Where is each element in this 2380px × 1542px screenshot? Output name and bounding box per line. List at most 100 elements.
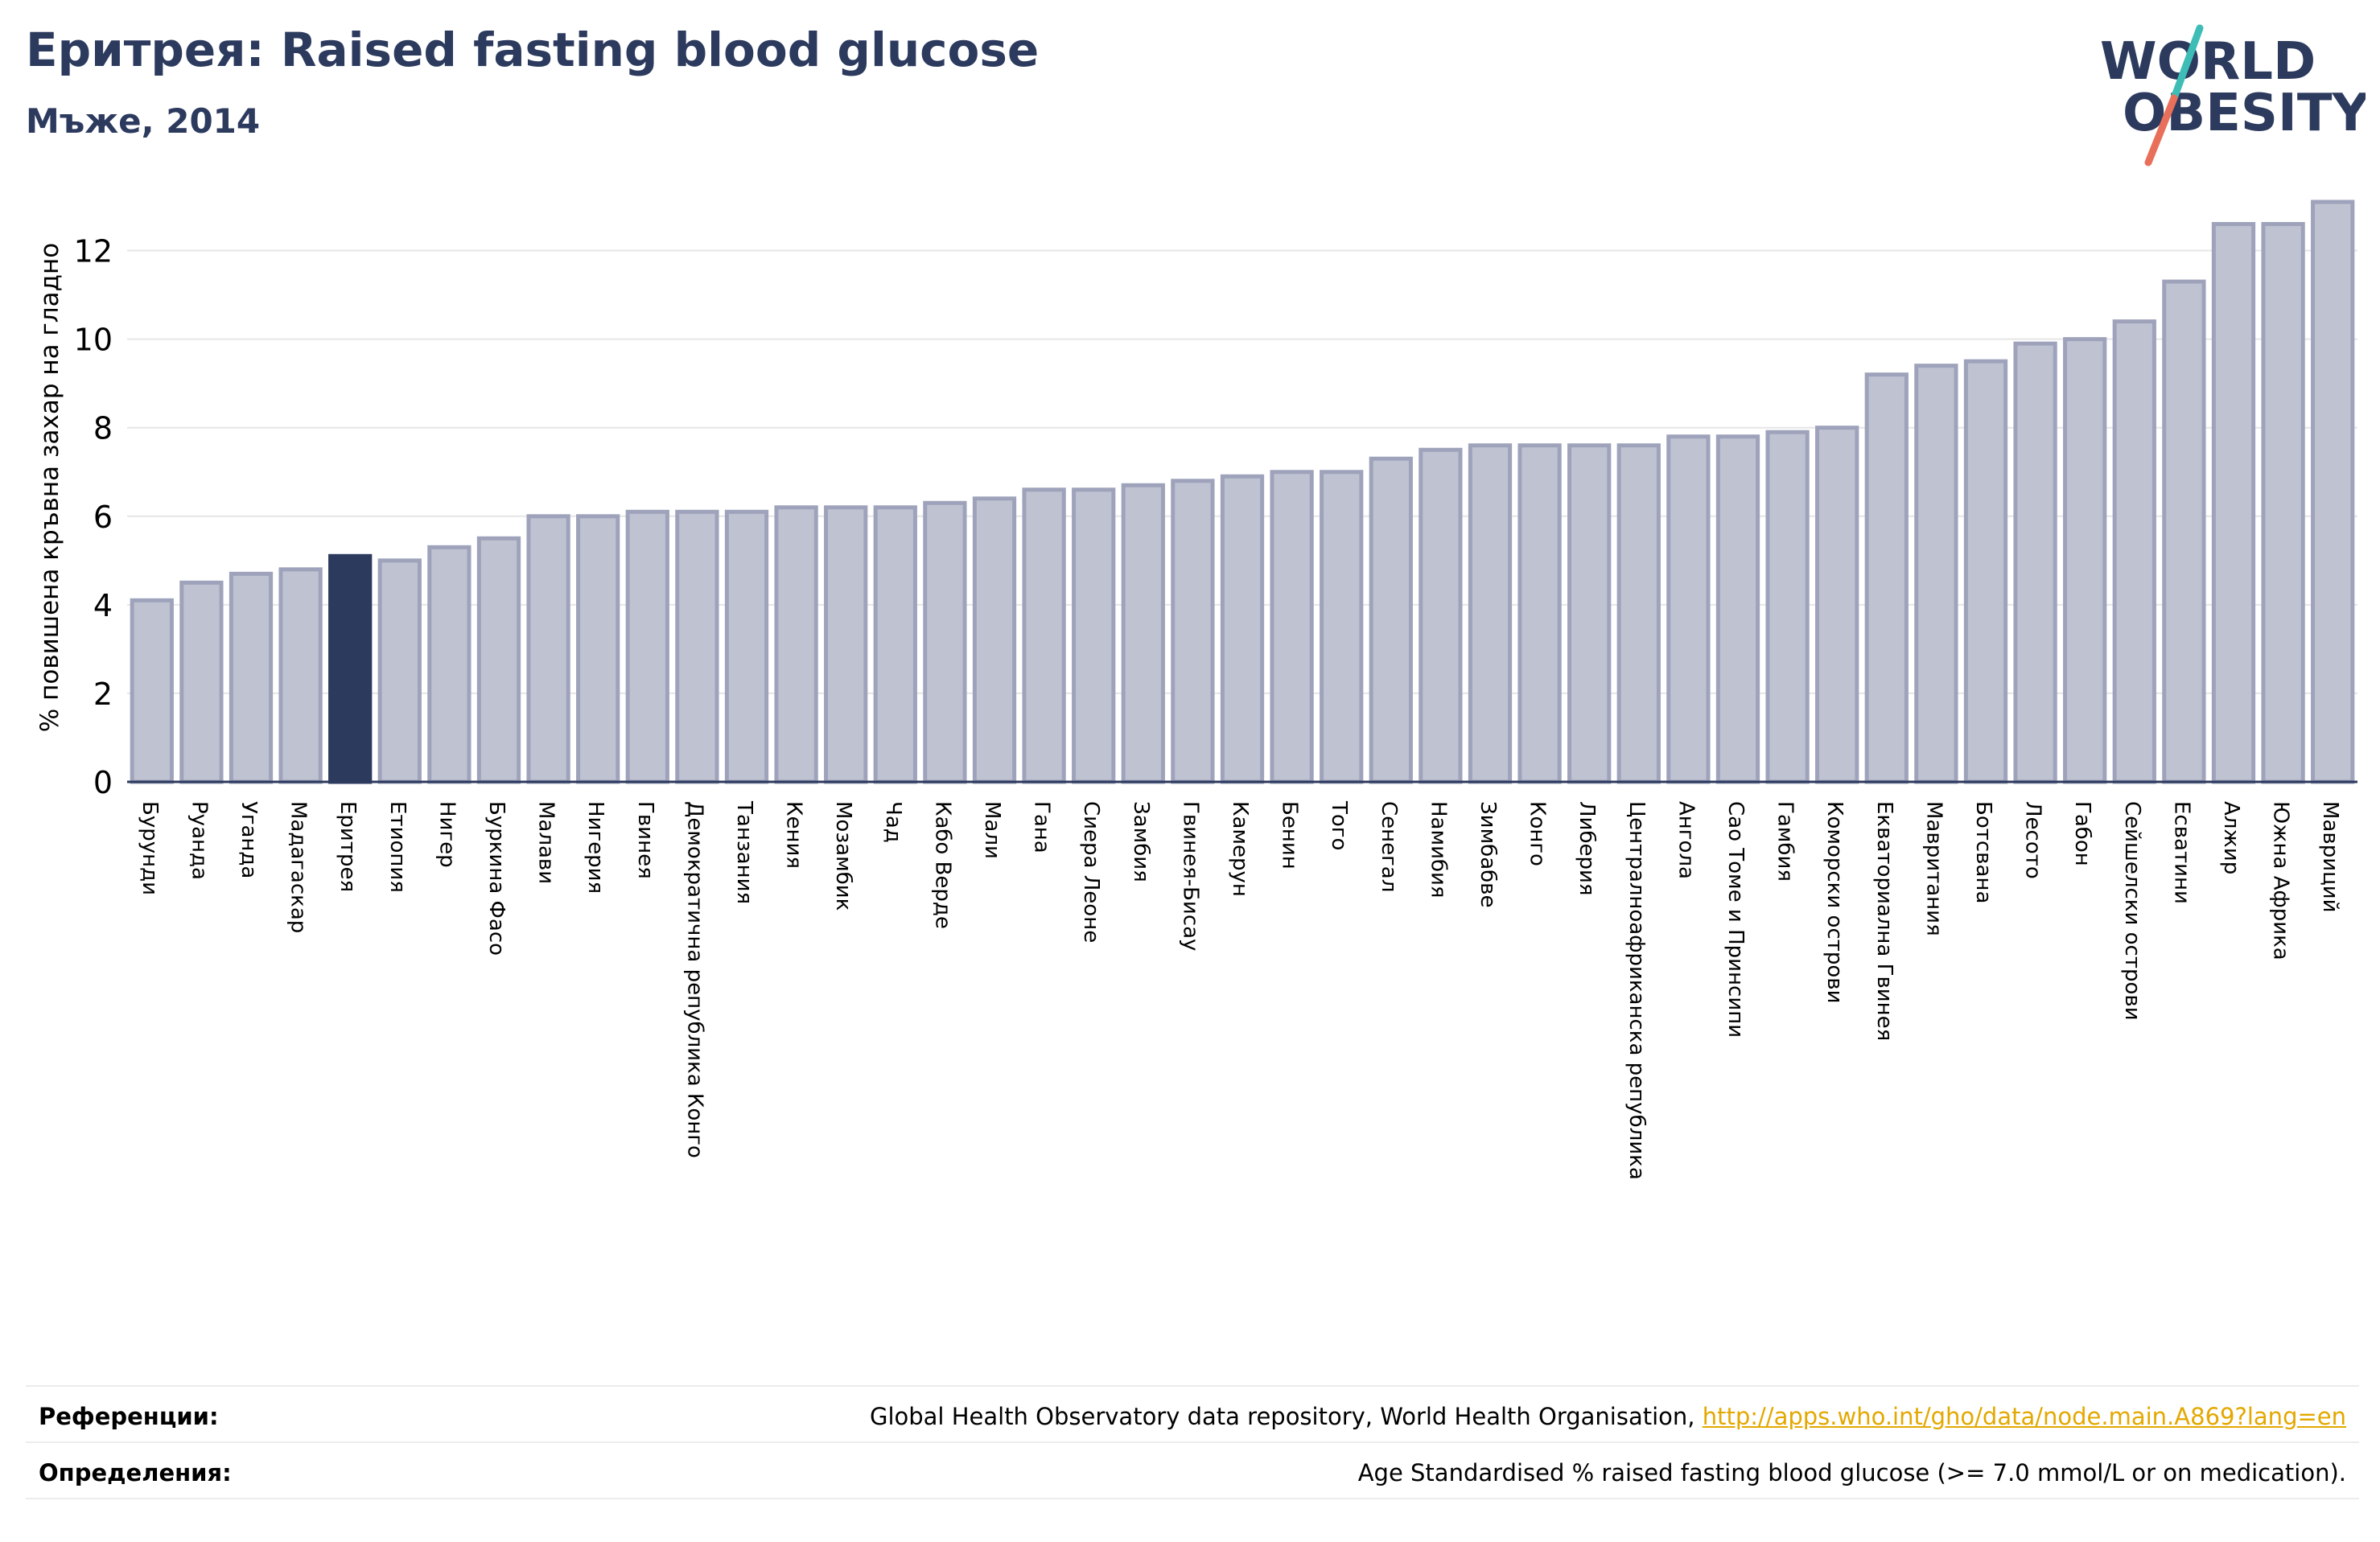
- bar: [2311, 199, 2355, 784]
- bar: [923, 500, 967, 784]
- x-tick-label: Руанда: [187, 801, 211, 880]
- world-obesity-logo: WORLD OBESITY: [2100, 24, 2366, 167]
- y-tick-label: 8: [93, 411, 113, 446]
- x-tick-label: Того: [1327, 800, 1351, 850]
- bar: [1567, 443, 1612, 784]
- bar: [1022, 487, 1066, 784]
- bar: [2162, 279, 2206, 784]
- x-tick-label: Либерия: [1575, 801, 1599, 896]
- x-tick-label: Буркина Фасо: [484, 801, 509, 956]
- definitions-text: Age Standardised % raised fasting blood …: [1357, 1459, 2346, 1486]
- bar: [1270, 470, 1314, 784]
- x-tick-label: Зимбабве: [1476, 801, 1500, 908]
- x-tick-label: Конго: [1526, 801, 1550, 866]
- chart-title: Еритрея: Raised fasting blood glucose: [26, 23, 1040, 77]
- bar: [1121, 483, 1165, 784]
- bar: [1864, 372, 1909, 784]
- x-tick-label: Еритрея: [336, 801, 360, 892]
- x-tick-label: Танзания: [732, 800, 756, 904]
- bar: [675, 509, 719, 784]
- references-label: Референции:: [39, 1403, 219, 1430]
- bar: [526, 514, 570, 784]
- bar: [873, 505, 917, 784]
- bar: [328, 553, 373, 784]
- bar: [724, 509, 769, 784]
- x-tick-label: Есватини: [2169, 801, 2193, 904]
- x-tick-labels: Бурунди Руанда Уганда Мадагаскар Еритрея Етио…: [138, 800, 2342, 1180]
- bar: [1369, 456, 1413, 784]
- x-tick-label: Мозамбик: [831, 801, 855, 911]
- bar: [1220, 474, 1265, 784]
- bar: [824, 505, 868, 784]
- references-text: Global Health Observatory data repositor…: [870, 1403, 2346, 1430]
- x-tick-label: Сейшелски острови: [2120, 801, 2144, 1021]
- bar: [278, 567, 323, 784]
- x-tick-label: Нигерия: [583, 801, 607, 894]
- x-tick-label: Ботсвана: [1971, 801, 1995, 903]
- references-link[interactable]: http://apps.who.int/gho/data/node.main.A…: [1702, 1403, 2346, 1430]
- bar: [2013, 341, 2057, 784]
- y-tick-label: 10: [74, 323, 113, 358]
- y-tick-label: 0: [93, 765, 113, 800]
- x-tick-label: Алжир: [2219, 801, 2243, 874]
- bar-chart: 0 2 4 6 8 10 12 Бурунди Руанда Уганда Мадагаскар Е…: [35, 199, 2357, 1180]
- x-tick-label: Сиера Леоне: [1079, 801, 1103, 943]
- bar: [972, 496, 1017, 784]
- x-tick-label: Сенегал: [1377, 801, 1401, 892]
- bar: [1517, 443, 1562, 784]
- x-tick-label: Нигер: [434, 801, 459, 868]
- references-source: Global Health Observatory data repositor…: [869, 1403, 1703, 1430]
- logo-text-world: WORLD: [2100, 32, 2316, 92]
- bar: [1072, 487, 1116, 784]
- bar: [1963, 359, 2008, 784]
- bar: [427, 545, 471, 784]
- bar: [2112, 319, 2156, 784]
- bar: [1320, 470, 1364, 784]
- bar: [774, 505, 818, 784]
- chart-subtitle: Мъже, 2014: [26, 101, 261, 141]
- x-tick-label: Замбия: [1129, 801, 1153, 882]
- footer-divider-top: [26, 1385, 2359, 1387]
- x-tick-label: Мавриций: [2318, 801, 2342, 913]
- y-axis-label: % повишена кръвна захар на гладно: [35, 243, 64, 732]
- x-tick-label: Бурунди: [138, 801, 162, 895]
- x-tick-label: Мавритания: [1921, 801, 1946, 936]
- bar: [130, 598, 174, 784]
- footer-divider-bottom: [26, 1498, 2359, 1499]
- x-tick-label: Гана: [1030, 801, 1054, 853]
- bar: [2063, 337, 2107, 784]
- y-tick-label: 12: [74, 234, 113, 269]
- bar: [2261, 222, 2305, 784]
- bar: [625, 509, 669, 784]
- bar: [377, 558, 422, 784]
- bar: [1171, 479, 1215, 784]
- definitions-label: Определения:: [39, 1459, 232, 1486]
- bar: [1468, 443, 1513, 784]
- x-tick-label: Габон: [2070, 801, 2094, 866]
- bar: [2211, 222, 2256, 784]
- bars: [130, 199, 2355, 784]
- bar: [1419, 447, 1463, 784]
- x-tick-label: Етиопия: [385, 801, 410, 893]
- x-tick-label: Малави: [534, 801, 558, 884]
- x-tick-label: Гамбия: [1773, 801, 1797, 882]
- x-tick-label: Кения: [782, 801, 806, 869]
- y-tick-label: 4: [93, 588, 113, 623]
- bar: [179, 580, 224, 784]
- logo-slash-bottom: [2144, 94, 2178, 167]
- x-tick-label: Уганда: [237, 801, 261, 878]
- x-tick-label: Сао Томе и Принсипи: [1723, 801, 1748, 1038]
- x-tick-label: Гвинея: [633, 801, 657, 879]
- x-tick-label: Мадагаскар: [286, 801, 311, 933]
- bar: [476, 536, 521, 784]
- x-tick-label: Мали: [980, 801, 1004, 859]
- y-tick-label: 6: [93, 500, 113, 535]
- bar: [1666, 434, 1711, 784]
- x-tick-label: Гвинея-Бисау: [1178, 801, 1202, 951]
- x-tick-label: Чад: [881, 801, 905, 843]
- y-tick-label: 2: [93, 676, 113, 712]
- bar: [576, 514, 620, 784]
- bar: [1616, 443, 1661, 784]
- bar: [1715, 434, 1760, 784]
- x-tick-label: Камерун: [1228, 801, 1252, 897]
